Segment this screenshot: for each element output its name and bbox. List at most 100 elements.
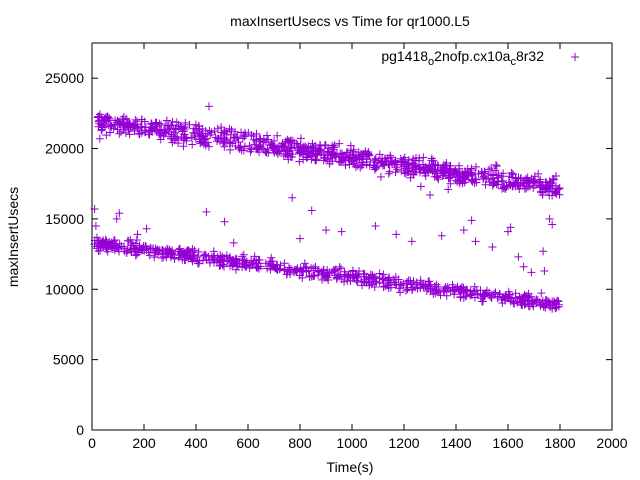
data-point (179, 142, 188, 151)
data-point (295, 148, 304, 157)
data-point-outlier (392, 230, 401, 239)
data-point (337, 153, 346, 162)
data-point-outlier (296, 234, 304, 243)
data-point (334, 270, 343, 279)
data-point (362, 278, 371, 287)
y-tick-label: 25000 (45, 70, 84, 86)
y-axis-ticks: 0 5000 10000 15000 20000 25000 (45, 70, 612, 438)
data-point (406, 279, 415, 288)
data-point (439, 160, 448, 169)
data-point (155, 119, 164, 128)
data-point (391, 168, 400, 177)
data-point (340, 277, 349, 286)
data-point (386, 151, 395, 160)
legend-part-mid: 2nofp.cx10a (434, 48, 510, 64)
data-point (107, 121, 116, 130)
data-point (508, 170, 517, 179)
data-point (458, 174, 467, 183)
data-point (330, 143, 339, 152)
data-point-outlier (337, 227, 346, 236)
data-point (478, 297, 487, 306)
data-point (97, 120, 106, 129)
data-point (306, 146, 315, 155)
data-point (551, 304, 560, 313)
data-point (548, 174, 557, 183)
data-point (468, 171, 477, 180)
data-point (518, 299, 527, 308)
data-point (238, 134, 247, 143)
data-point (327, 151, 336, 160)
data-point (500, 292, 509, 301)
data-point (182, 136, 191, 145)
data-point (453, 282, 462, 291)
data-point (385, 167, 394, 176)
data-point (199, 132, 208, 141)
data-point (384, 283, 393, 292)
data-point-outlier (426, 190, 434, 199)
data-point (439, 286, 448, 295)
data-point (358, 154, 367, 163)
data-point (282, 150, 291, 159)
data-point (349, 266, 358, 275)
data-point (239, 250, 248, 259)
data-point (102, 131, 111, 140)
data-point (411, 283, 420, 292)
data-point (345, 153, 354, 162)
data-point (538, 299, 547, 308)
data-point (292, 266, 301, 275)
data-point (555, 183, 564, 192)
data-point (481, 180, 490, 189)
data-point (110, 246, 119, 255)
data-point (537, 182, 546, 191)
data-point (176, 122, 185, 131)
data-point (527, 292, 536, 301)
data-point (220, 126, 229, 135)
data-point (167, 121, 176, 130)
data-point (125, 130, 134, 139)
x-tick-label: 200 (132, 435, 156, 451)
data-point (104, 241, 113, 250)
data-point (241, 128, 250, 137)
data-point (163, 126, 172, 135)
data-point (332, 152, 341, 161)
data-point-outlier (95, 134, 104, 143)
data-point (193, 252, 202, 261)
data-point (234, 138, 243, 147)
data-point (364, 273, 373, 282)
data-point (361, 149, 370, 158)
data-point (472, 162, 481, 171)
data-point (554, 184, 563, 193)
data-point (325, 268, 334, 277)
data-point (183, 246, 192, 255)
data-point (487, 164, 496, 173)
data-point (284, 155, 293, 164)
data-point (529, 183, 538, 192)
data-point (97, 113, 106, 122)
data-point (415, 165, 424, 174)
data-point (150, 125, 159, 134)
data-point (252, 263, 261, 272)
data-point (411, 163, 420, 172)
data-point (188, 140, 197, 149)
data-point (491, 161, 500, 170)
data-point (318, 275, 327, 284)
data-point (425, 161, 434, 170)
legend: pg1418o2nofp.cx10ac8r32 (381, 48, 579, 68)
data-point (507, 168, 516, 177)
data-point (177, 248, 186, 257)
data-point (272, 261, 281, 270)
data-point (194, 247, 203, 256)
data-point (240, 262, 249, 271)
legend-part-sub2: c (510, 56, 516, 68)
data-point (300, 259, 309, 268)
data-point (404, 160, 413, 169)
data-point (218, 252, 227, 261)
data-point (391, 156, 400, 165)
data-point (476, 286, 485, 295)
data-point (181, 118, 190, 127)
data-point (273, 131, 282, 140)
data-point (309, 264, 318, 273)
data-point (98, 237, 107, 246)
data-point (266, 265, 275, 274)
data-point (516, 173, 525, 182)
